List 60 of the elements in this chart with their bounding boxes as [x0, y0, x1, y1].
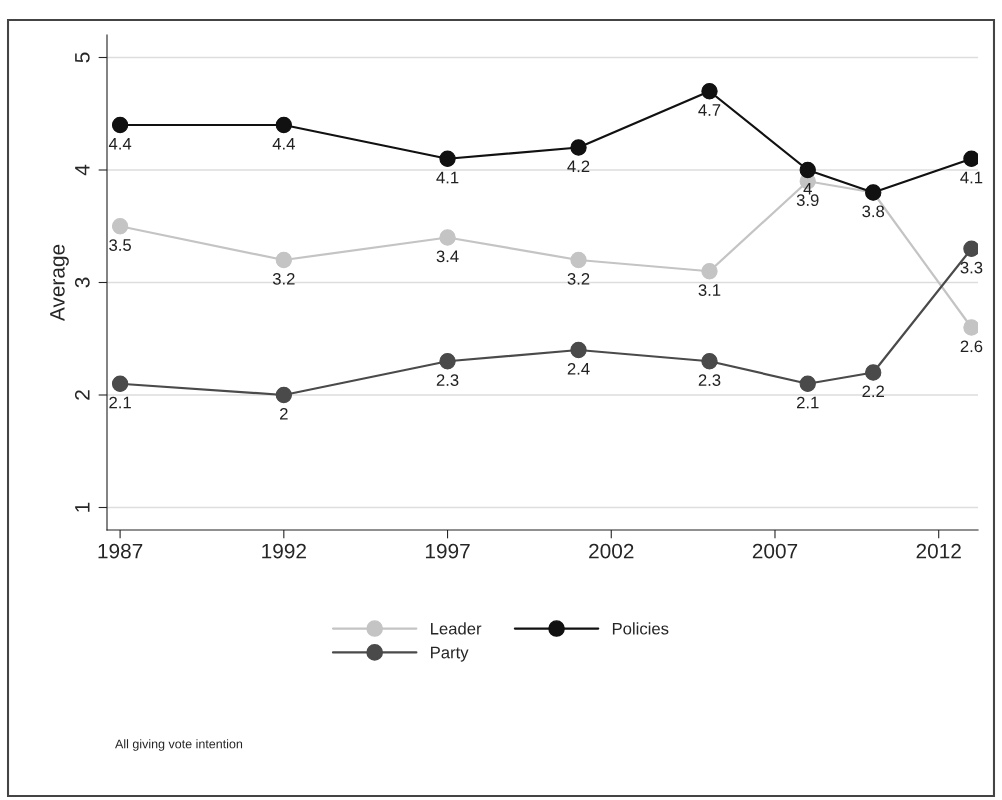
data-label: 3.9: [796, 194, 819, 206]
data-label: 3.8: [862, 205, 885, 218]
data-label: 3.4: [436, 250, 459, 263]
point: [111, 116, 129, 134]
data-label: 4.1: [436, 171, 459, 184]
point: [963, 150, 978, 167]
data-label: 2.3: [436, 374, 459, 386]
x-tick-label: 1997: [425, 543, 470, 559]
x-tick-label: 2007: [752, 543, 798, 559]
point: [275, 251, 292, 269]
point: [570, 139, 587, 156]
y-tick-label: 2: [74, 390, 90, 400]
data-label: 2: [280, 407, 288, 420]
data-label: 4.7: [698, 104, 721, 116]
point: [701, 353, 718, 370]
y-tick-label: 4: [75, 164, 90, 176]
point: [439, 150, 456, 167]
point: [111, 218, 129, 235]
data-label: 2.1: [796, 396, 819, 409]
x-tick-label: 1987: [98, 543, 143, 559]
data-label: 2.1: [109, 396, 131, 409]
data-label: 4.4: [272, 138, 295, 150]
point: [865, 364, 882, 381]
point: [799, 161, 816, 179]
data-label: 2.3: [698, 374, 721, 386]
point: [701, 263, 718, 280]
text: All giving vote intention: [115, 739, 243, 751]
point: [570, 341, 587, 359]
point: [275, 116, 292, 134]
data-label: 3.2: [567, 272, 590, 285]
point: [111, 375, 129, 392]
data-label: 3.2: [272, 272, 295, 285]
legend-label: Policies: [612, 622, 669, 635]
data-label: 4.1: [960, 171, 983, 184]
x-tick-label: 2012: [916, 543, 961, 559]
x-tick-label: 1992: [262, 543, 306, 559]
y-tick-label: 3: [74, 277, 90, 288]
point: [439, 229, 456, 246]
data-label: 2.6: [960, 340, 983, 353]
point: [799, 375, 816, 392]
point: [963, 240, 978, 257]
data-label: 2.4: [567, 362, 590, 375]
data-label: 4: [803, 183, 812, 195]
x-tick-label: 2002: [589, 543, 634, 559]
y-axis-title: Average: [50, 244, 69, 322]
data-label: 3.3: [960, 261, 983, 274]
point: [439, 353, 456, 370]
y-tick-label: 1: [75, 502, 90, 512]
data-label: 4.2: [567, 160, 590, 173]
data-label: 2.2: [862, 385, 884, 398]
point: [275, 386, 292, 404]
point: [963, 319, 978, 336]
legend-label: Leader: [431, 622, 482, 635]
point: [701, 83, 718, 100]
data-label: 3.5: [109, 239, 131, 251]
data-label: 3.1: [698, 284, 721, 296]
legend-label: Party: [431, 646, 469, 662]
point: [570, 251, 587, 269]
y-tick-label: 5: [75, 52, 90, 63]
data-label: 4.4: [108, 138, 132, 150]
